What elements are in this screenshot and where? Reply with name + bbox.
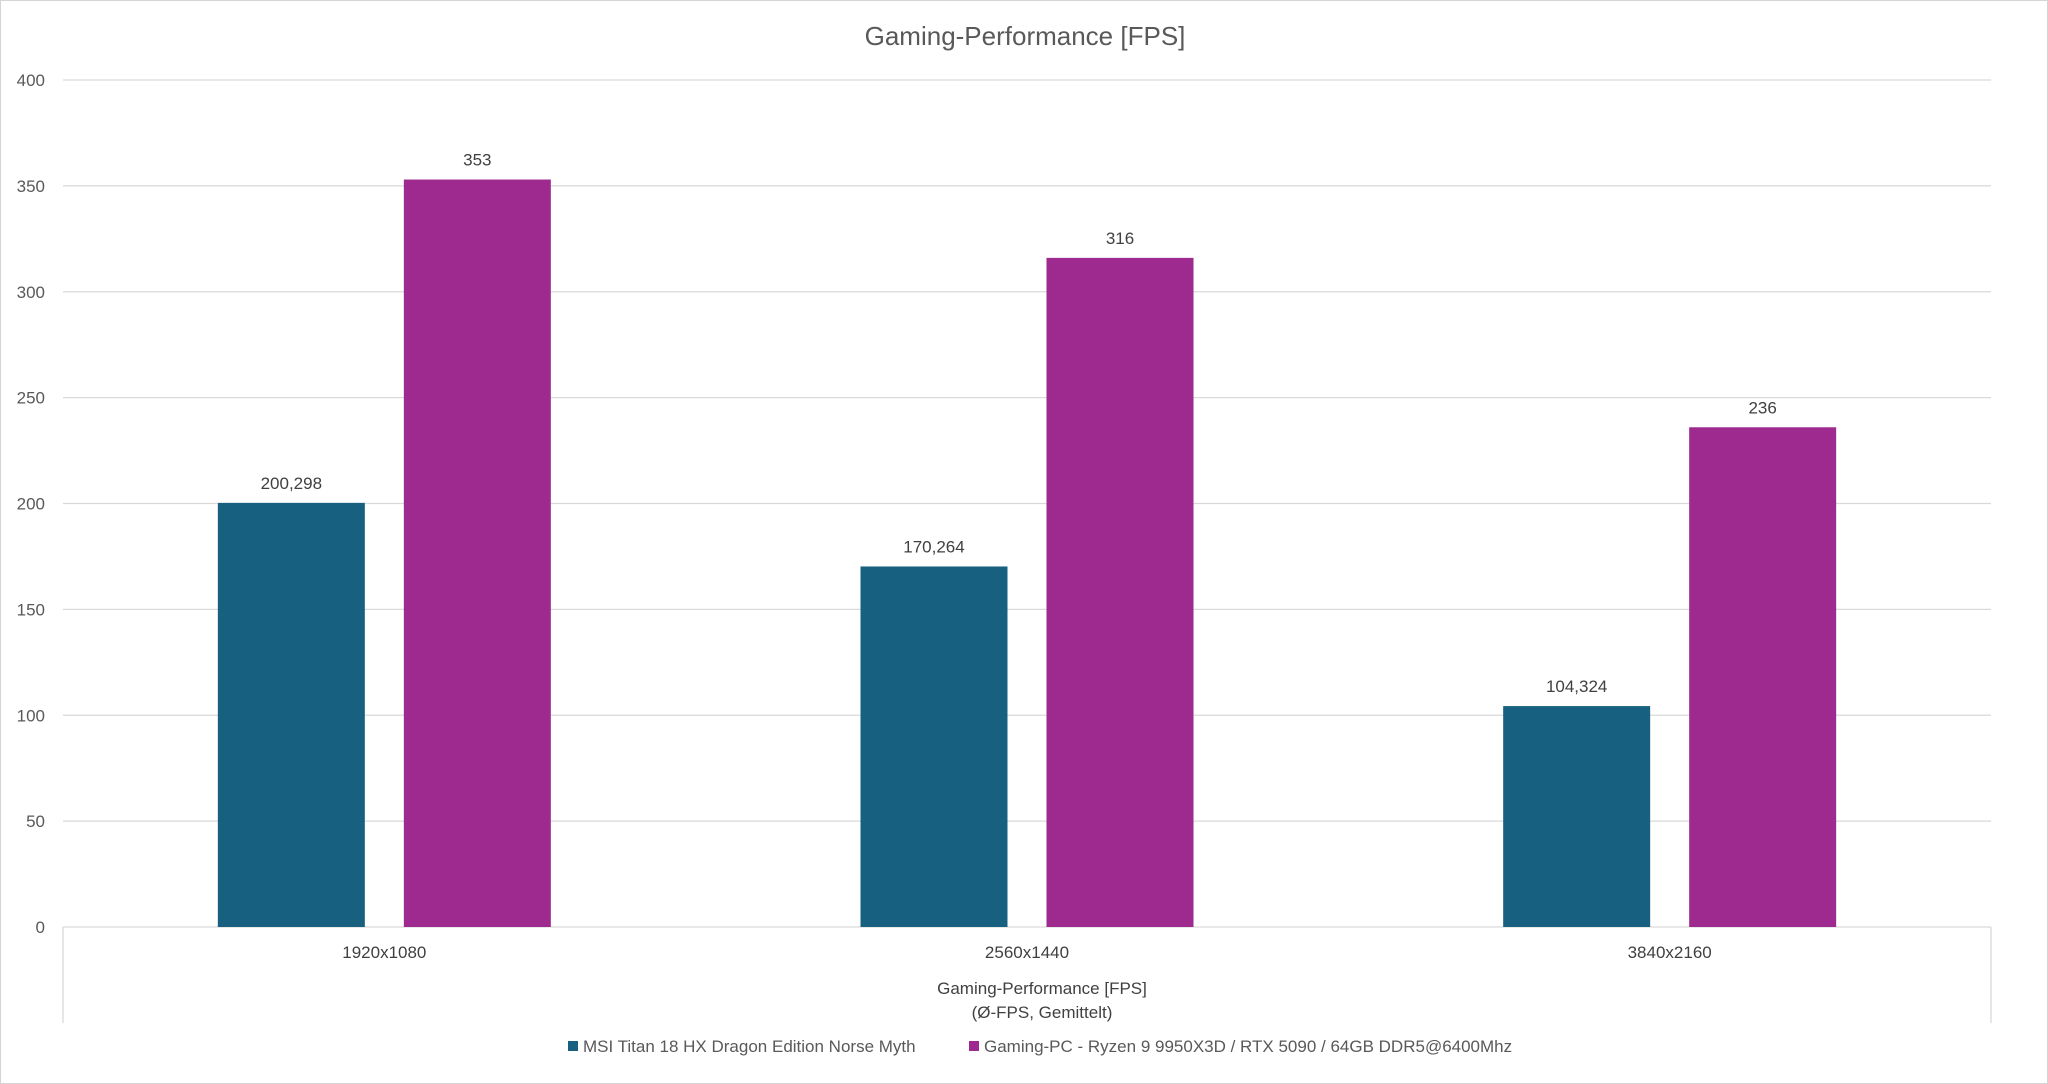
y-tick-label: 300 [17, 283, 45, 302]
bar-2-2560x1440 [1046, 257, 1194, 927]
x-category-label: 3840x2160 [1628, 943, 1712, 962]
legend: MSI Titan 18 HX Dragon Edition Norse Myt… [568, 1037, 1512, 1056]
y-tick-label: 100 [17, 706, 45, 725]
y-tick-label: 150 [17, 600, 45, 619]
bar-1-3840x2160 [1503, 706, 1651, 927]
y-axis-ticks: 0 50 100 150 200 250 300 350 400 [17, 71, 45, 937]
data-label: 236 [1748, 398, 1776, 417]
y-tick-label: 400 [17, 71, 45, 90]
y-tick-label: 0 [36, 918, 45, 937]
legend-swatch [969, 1041, 979, 1051]
data-label: 104,324 [1546, 677, 1607, 696]
data-label: 316 [1106, 229, 1134, 248]
data-label: 353 [463, 151, 491, 170]
bar-2-1920x1080 [403, 179, 551, 927]
data-label: 170,264 [903, 537, 964, 556]
y-tick-label: 50 [26, 812, 45, 831]
bars [217, 179, 1837, 927]
y-tick-label: 350 [17, 177, 45, 196]
legend-label: MSI Titan 18 HX Dragon Edition Norse Myt… [583, 1037, 916, 1056]
legend-swatch [568, 1041, 578, 1051]
x-axis-subtitle: (Ø-FPS, Gemittelt) [972, 1003, 1113, 1022]
x-axis-categories: 1920x1080 2560x1440 3840x2160 [342, 943, 1711, 962]
legend-label: Gaming-PC - Ryzen 9 9950X3D / RTX 5090 /… [984, 1037, 1512, 1056]
y-tick-label: 250 [17, 389, 45, 408]
data-label: 200,298 [261, 474, 322, 493]
gridlines [62, 79, 1992, 1023]
data-labels: 200,298 353 170,264 316 104,324 236 [261, 151, 1777, 697]
bar-2-3840x2160 [1689, 427, 1837, 927]
y-tick-label: 200 [17, 495, 45, 514]
bar-1-2560x1440 [860, 566, 1008, 927]
x-category-label: 2560x1440 [985, 943, 1069, 962]
x-axis-title: Gaming-Performance [FPS] [937, 979, 1147, 998]
chart-title: Gaming-Performance [FPS] [865, 21, 1186, 51]
bar-1-1920x1080 [217, 502, 365, 927]
x-category-label: 1920x1080 [342, 943, 426, 962]
